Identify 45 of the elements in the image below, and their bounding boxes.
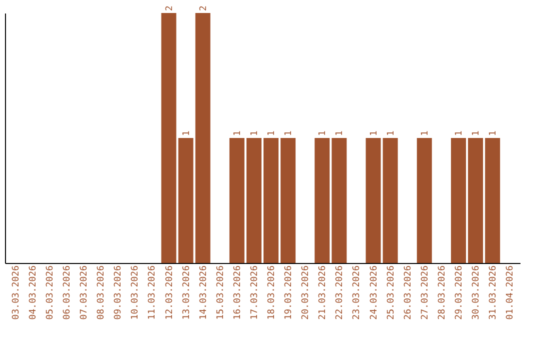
x-tick-label: 28.03.2026 [437,266,448,320]
data-label: 1 [472,130,482,136]
data-label: 2 [164,6,175,11]
data-label: 1 [284,130,294,136]
x-tick-label: 14.03.2026 [198,266,209,320]
data-label: 1 [369,130,380,136]
x-tick-label: 18.03.2026 [267,266,278,320]
x-tick-label: 25.03.2026 [386,266,396,320]
x-tick-label: 01.04.2026 [506,266,516,320]
x-tick-label: 22.03.2026 [335,266,346,320]
x-tick-label: 11.03.2026 [148,266,158,320]
x-tick-label: 19.03.2026 [284,266,294,320]
x-tick-label: 31.03.2026 [488,266,499,320]
x-tick-label: 17.03.2026 [250,266,260,320]
data-label: 2 [198,6,209,11]
data-label: 1 [454,130,464,136]
data-label: 1 [420,130,430,136]
x-tick-label: 12.03.2026 [164,266,175,320]
x-tick-label: 05.03.2026 [45,266,56,320]
data-label: 1 [318,130,328,136]
x-tick-label: 08.03.2026 [96,266,107,320]
x-tick-label: 30.03.2026 [472,266,482,320]
x-tick-label: 07.03.2026 [80,266,90,320]
x-tick-label: 24.03.2026 [369,266,380,320]
x-tick-label: 29.03.2026 [454,266,464,320]
x-tick-label: 26.03.2026 [403,266,414,320]
data-label: 1 [488,130,499,136]
x-tick-label: 04.03.2026 [28,266,38,320]
x-tick-label: 09.03.2026 [114,266,124,320]
x-tick-label: 16.03.2026 [232,266,243,320]
data-label: 1 [335,130,346,136]
x-tick-label: 15.03.2026 [216,266,226,320]
x-tick-label: 10.03.2026 [130,266,141,320]
x-tick-label: 21.03.2026 [318,266,328,320]
data-label: 1 [182,130,192,136]
data-label: 1 [267,130,278,136]
x-tick-label: 06.03.2026 [62,266,73,320]
x-tick-label: 27.03.2026 [420,266,430,320]
data-label: 1 [232,130,243,136]
x-tick-label: 23.03.2026 [352,266,362,320]
x-tick-label: 13.03.2026 [182,266,192,320]
data-label: 1 [386,130,396,136]
data-label: 1 [250,130,260,136]
x-tick-label: 20.03.2026 [301,266,312,320]
x-tick-label: 03.03.2026 [11,266,22,320]
